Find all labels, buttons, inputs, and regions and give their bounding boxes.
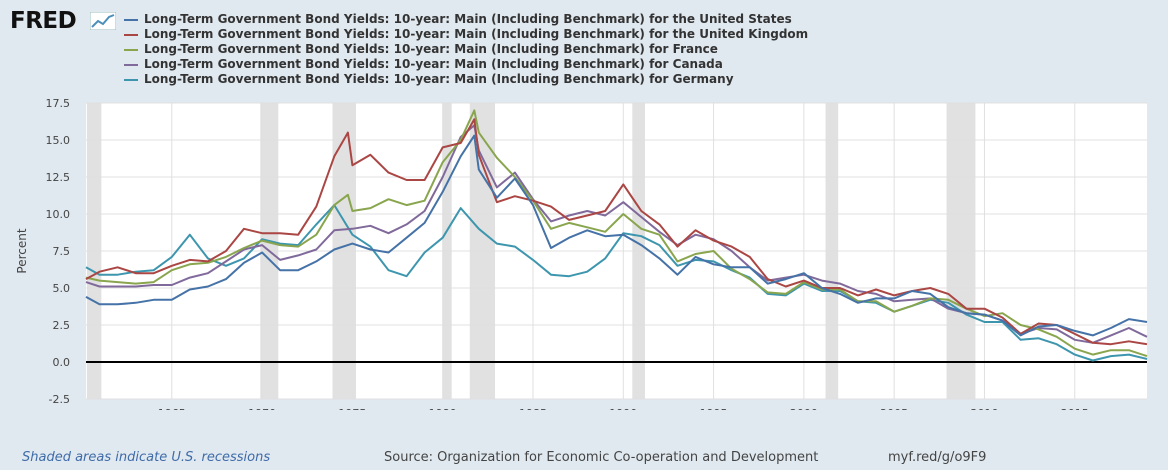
legend-label: Long-Term Government Bond Yields: 10-yea… — [144, 57, 723, 71]
x-tick-label: 2005 — [880, 407, 908, 410]
series-line — [85, 118, 1148, 346]
logo-chart-icon — [90, 12, 116, 30]
legend-swatch — [124, 63, 138, 66]
fred-logo: FRED — [10, 8, 120, 36]
legend-item[interactable]: Long-Term Government Bond Yields: 10-yea… — [124, 42, 808, 57]
x-tick-label: 2015 — [1061, 407, 1089, 410]
x-tick-label: 1995 — [700, 407, 728, 410]
legend-label: Long-Term Government Bond Yields: 10-yea… — [144, 27, 809, 41]
legend-item[interactable]: Long-Term Government Bond Yields: 10-yea… — [124, 57, 808, 72]
legend-label: Long-Term Government Bond Yields: 10-yea… — [144, 12, 792, 26]
x-tick-label: 1980 — [429, 407, 457, 410]
legend-item[interactable]: Long-Term Government Bond Yields: 10-yea… — [124, 72, 808, 87]
legend-label: Long-Term Government Bond Yields: 10-yea… — [144, 42, 718, 56]
y-tick-label: 5.0 — [53, 282, 71, 295]
legend-swatch — [124, 78, 138, 81]
recession-note: Shaded areas indicate U.S. recessions — [22, 450, 271, 465]
x-tick-label: 1990 — [609, 407, 637, 410]
y-axis-label: Percent — [15, 228, 29, 273]
y-tick-label: 7.5 — [53, 245, 71, 258]
y-tick-label: 2.5 — [53, 319, 71, 332]
logo-text: FRED — [10, 8, 77, 34]
source-text: Source: Organization for Economic Co-ope… — [384, 450, 819, 465]
series-line — [85, 134, 1148, 337]
y-tick-label: 12.5 — [46, 171, 71, 184]
y-tick-label: 10.0 — [46, 208, 71, 221]
legend-item[interactable]: Long-Term Government Bond Yields: 10-yea… — [124, 12, 808, 27]
x-tick-label: 1965 — [158, 407, 186, 410]
x-tick-label: 2000 — [790, 407, 818, 410]
y-tick-label: -2.5 — [49, 393, 70, 406]
y-tick-label: 17.5 — [46, 97, 71, 110]
short-url[interactable]: myf.red/g/o9F9 — [888, 450, 987, 465]
x-tick-label: 1970 — [248, 407, 276, 410]
x-tick-label: 2010 — [970, 407, 998, 410]
bond-yields-chart: -2.5 0.0 2.5 5.0 7.5 10.0 12.5 15.0 17.5 1965 1970… — [15, 97, 1148, 410]
chart-legend: Long-Term Government Bond Yields: 10-yea… — [124, 12, 808, 87]
legend-swatch — [124, 48, 138, 51]
x-tick-label: 1975 — [338, 407, 366, 410]
legend-swatch — [124, 33, 138, 36]
x-tick-label: 1985 — [519, 407, 547, 410]
y-tick-label: 15.0 — [46, 134, 71, 147]
legend-item[interactable]: Long-Term Government Bond Yields: 10-yea… — [124, 27, 808, 42]
legend-label: Long-Term Government Bond Yields: 10-yea… — [144, 72, 734, 86]
y-tick-label: 0.0 — [53, 356, 71, 369]
legend-swatch — [124, 18, 138, 21]
